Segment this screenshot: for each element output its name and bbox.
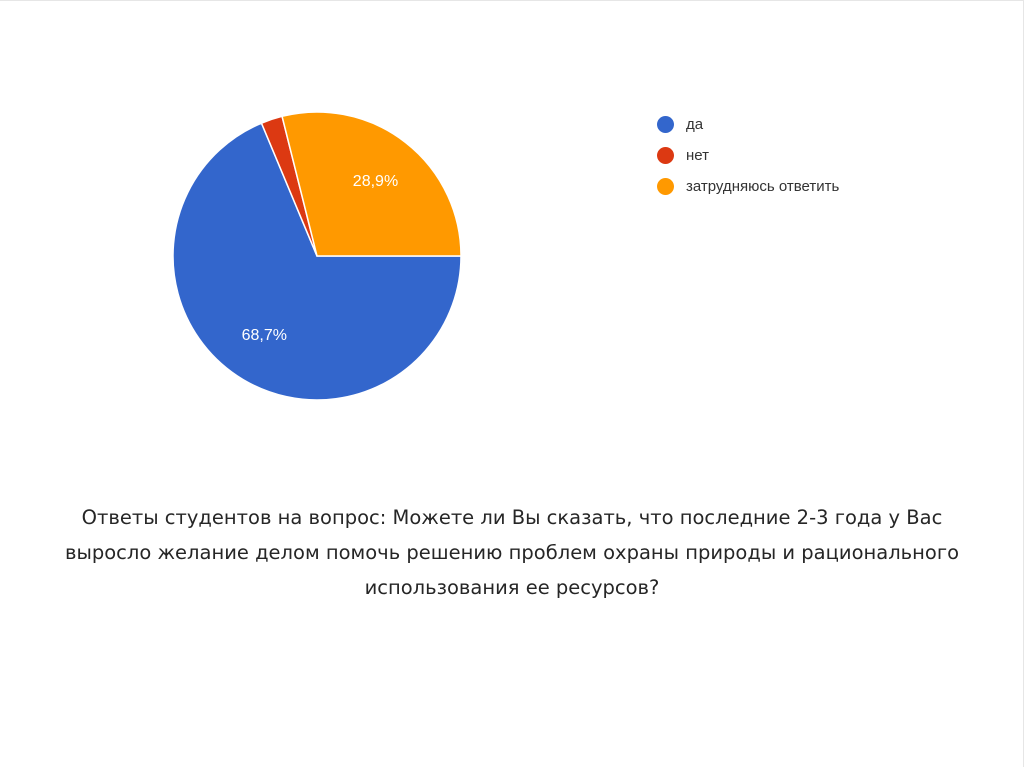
pie-label-zatrudnyayus: 28,9% bbox=[353, 173, 398, 190]
legend-item-zatrudnyayus: затрудняюсь ответить bbox=[657, 171, 839, 202]
pie-label-da: 68,7% bbox=[242, 327, 287, 344]
legend-swatch-zatrudnyayus bbox=[657, 178, 674, 195]
legend-label-net: нет bbox=[686, 147, 709, 164]
legend-label-zatrudnyayus: затрудняюсь ответить bbox=[686, 178, 840, 195]
question-caption: Ответы студентов на вопрос: Можете ли Вы… bbox=[64, 506, 960, 599]
chart-legend: да нет затрудняюсь ответить bbox=[657, 109, 839, 202]
legend-label-da: да bbox=[686, 116, 704, 133]
legend-swatch-da bbox=[657, 116, 674, 133]
pie-chart: 68,7% 28,9% bbox=[172, 111, 462, 401]
legend-item-da: да bbox=[657, 109, 839, 140]
pie-slice-zatrudnyayus bbox=[281, 111, 462, 257]
legend-swatch-net bbox=[657, 147, 674, 164]
legend-item-net: нет bbox=[657, 140, 839, 171]
pie-slice-da bbox=[172, 122, 462, 401]
